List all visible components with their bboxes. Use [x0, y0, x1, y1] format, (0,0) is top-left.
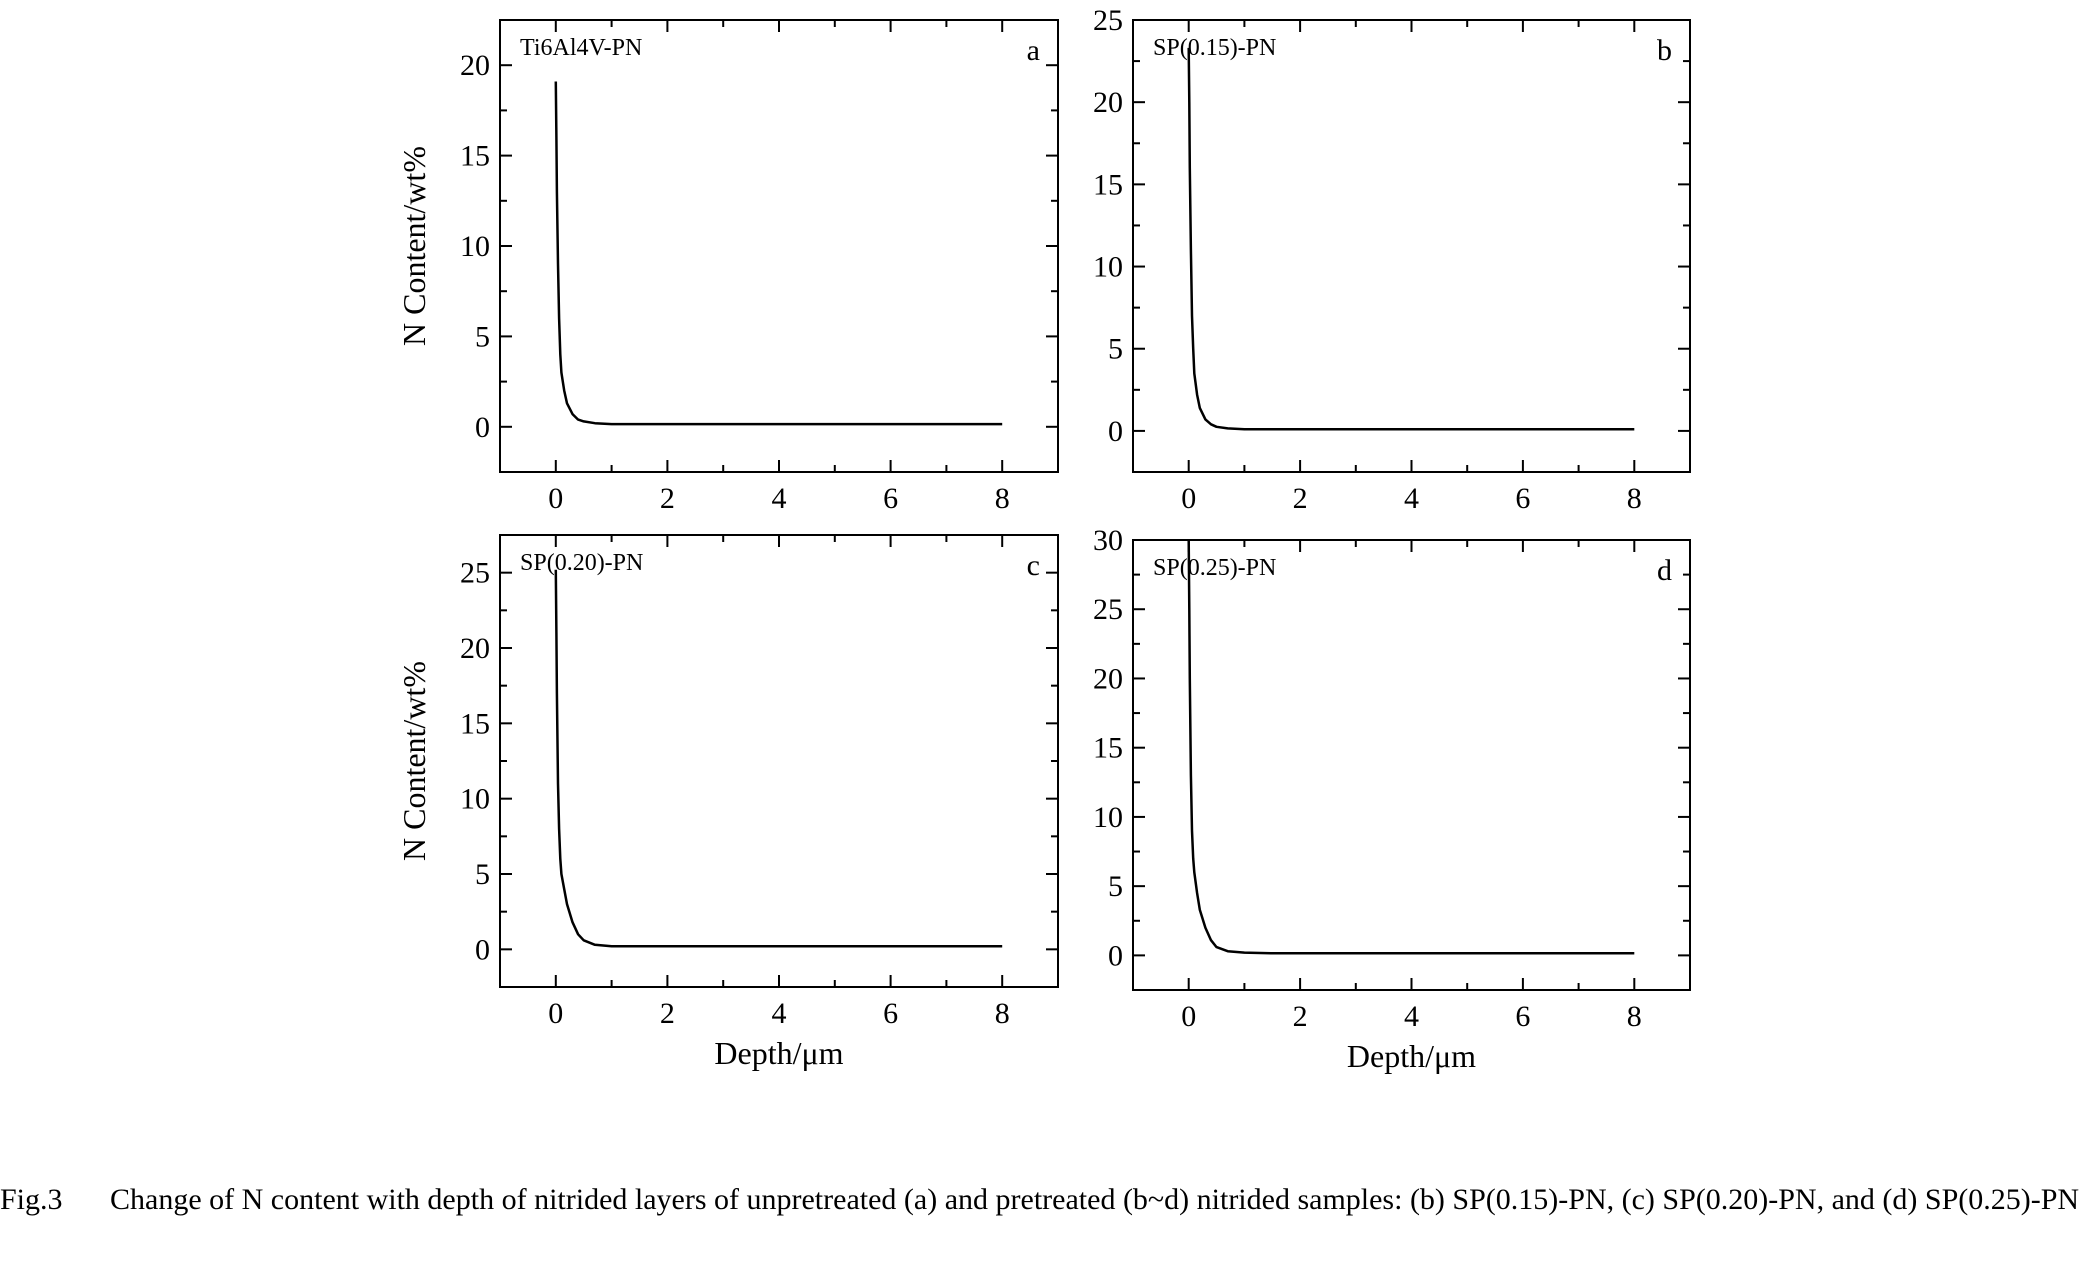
chart-panel-c: 0 2 4 6 8 0 5 10 15 20 25 SP(0.20)-PN c N Content/wt%… [396, 534, 1059, 1071]
y-tick-label: 5 [1108, 870, 1123, 903]
series-line [1187, 47, 1635, 431]
chart-panel-d: 0 2 4 6 8 0 5 10 15 20 25 30 SP(0.25)-PN d Depth/μm [1093, 524, 1691, 1074]
y-tick-label: 10 [1093, 801, 1123, 834]
plot-frame [1132, 19, 1691, 473]
x-tick-label: 0 [1181, 1000, 1196, 1033]
panel-letter: d [1657, 554, 1672, 587]
plot-frame [499, 19, 1059, 473]
x-tick-label: 4 [1404, 1000, 1419, 1033]
x-tick-label: 2 [660, 997, 675, 1030]
y-tick-label: 0 [1108, 415, 1123, 448]
sample-label: SP(0.20)-PN [520, 550, 643, 576]
y-tick-label: 15 [1093, 732, 1123, 765]
y-tick-label: 5 [475, 858, 490, 891]
y-tick-label: 25 [1093, 4, 1123, 37]
sample-label: Ti6Al4V-PN [520, 35, 642, 61]
y-tick-label: 15 [460, 707, 490, 740]
x-tick-label: 8 [995, 482, 1010, 515]
caption-label: Fig.3 [0, 1183, 63, 1216]
y-tick-label: 0 [475, 933, 490, 966]
y-tick-label: 25 [460, 557, 490, 590]
x-tick-label: 6 [1515, 1000, 1530, 1033]
x-axis-title: Depth/μm [714, 1035, 843, 1071]
y-tick-label: 20 [460, 49, 490, 82]
x-tick-label: 4 [772, 482, 787, 515]
y-tick-label: 20 [1093, 86, 1123, 119]
x-tick-label: 0 [548, 482, 563, 515]
y-axis-title: N Content/wt% [396, 661, 432, 861]
x-tick-label: 2 [1293, 1000, 1308, 1033]
x-tick-label: 0 [1181, 482, 1196, 515]
plot-frame [1132, 539, 1691, 991]
caption-text: Change of N content with depth of nitrid… [110, 1183, 2080, 1216]
chart-panel-b: 0 2 4 6 8 0 5 10 15 20 25 SP(0.15)-PN b [1093, 4, 1691, 515]
y-axis-title: N Content/wt% [396, 146, 432, 346]
panel-letter: a [1027, 34, 1040, 67]
y-tick-label: 20 [1093, 662, 1123, 695]
x-tick-label: 4 [772, 997, 787, 1030]
y-tick-label: 10 [460, 230, 490, 263]
panel-letter: b [1657, 34, 1672, 67]
y-tick-label: 15 [1093, 168, 1123, 201]
y-tick-label: 0 [475, 411, 490, 444]
y-tick-label: 20 [460, 632, 490, 665]
x-tick-label: 4 [1404, 482, 1419, 515]
series-line [554, 81, 1003, 426]
y-tick-label: 30 [1093, 524, 1123, 557]
series-line [554, 569, 1003, 948]
x-tick-label: 6 [883, 482, 898, 515]
x-tick-label: 6 [1515, 482, 1530, 515]
x-tick-label: 0 [548, 997, 563, 1030]
y-tick-label: 10 [460, 783, 490, 816]
x-axis-title: Depth/μm [1347, 1038, 1476, 1074]
sample-label: SP(0.25)-PN [1153, 555, 1276, 581]
x-tick-label: 2 [1293, 482, 1308, 515]
y-tick-label: 15 [460, 140, 490, 173]
y-tick-label: 5 [1108, 333, 1123, 366]
sample-label: SP(0.15)-PN [1153, 35, 1276, 61]
x-tick-label: 8 [995, 997, 1010, 1030]
x-tick-label: 6 [883, 997, 898, 1030]
y-tick-label: 10 [1093, 251, 1123, 284]
panel-letter: c [1027, 549, 1040, 582]
y-tick-label: 5 [475, 320, 490, 353]
chart-panel-a: 0 2 4 6 8 0 5 10 15 20 Ti6Al4V-PN a N Content/wt% [396, 19, 1059, 515]
series-line [1187, 539, 1635, 955]
y-tick-label: 25 [1093, 593, 1123, 626]
y-tick-label: 0 [1108, 939, 1123, 972]
x-tick-label: 2 [660, 482, 675, 515]
x-tick-label: 8 [1627, 482, 1642, 515]
plot-frame [499, 534, 1059, 988]
x-tick-label: 8 [1627, 1000, 1642, 1033]
